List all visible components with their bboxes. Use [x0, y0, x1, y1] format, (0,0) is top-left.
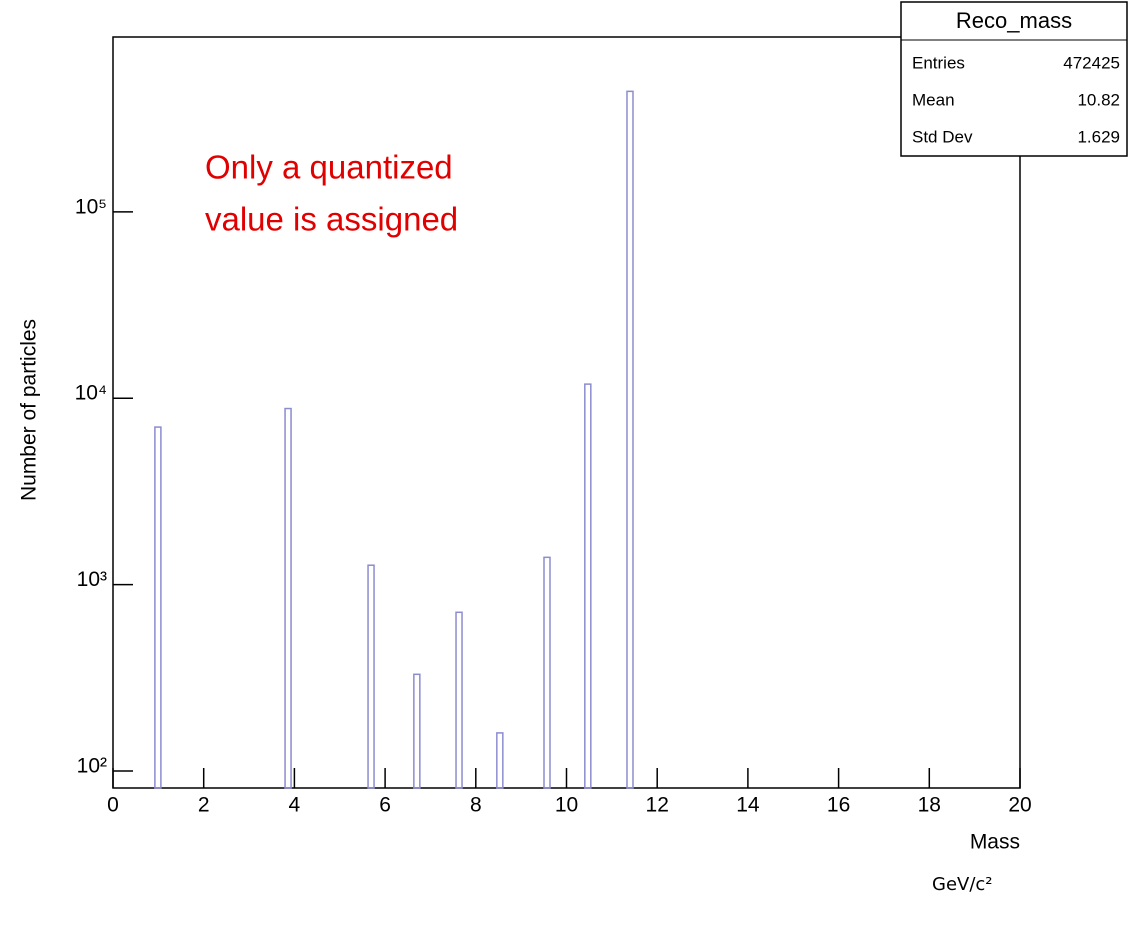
- x-unit: GeV/c²: [932, 874, 993, 895]
- stats-frame: [900, 1, 1128, 157]
- annotation: Only a quantized: [205, 149, 453, 186]
- x-tick-label: 16: [827, 794, 850, 817]
- x-tick-label: 8: [470, 794, 482, 817]
- x-tick-label: 10: [555, 794, 578, 817]
- stats-value: 10.82: [1077, 90, 1120, 109]
- bar: [284, 407, 292, 789]
- stats-box: Reco_mass Entries 472425 Mean 10.82 Std …: [900, 1, 1128, 157]
- y-tick-label: 10⁴: [75, 382, 107, 405]
- bar: [455, 611, 463, 789]
- bar: [626, 90, 634, 789]
- x-tick-label: 2: [198, 794, 210, 817]
- x-tick-label: 12: [646, 794, 669, 817]
- bar: [154, 426, 162, 789]
- stats-key: Std Dev: [912, 127, 973, 146]
- bar: [413, 673, 421, 789]
- y-tick-label: 10⁵: [75, 195, 107, 218]
- stats-title: Reco_mass: [956, 8, 1072, 33]
- x-tick-label: 0: [107, 794, 119, 817]
- x-axis-label: Mass: [970, 831, 1020, 854]
- y-tick-label: 10³: [77, 568, 107, 591]
- stats-value: 472425: [1063, 53, 1120, 72]
- x-tick-label: 20: [1008, 794, 1031, 817]
- x-tick-label: 4: [289, 794, 301, 817]
- y-tick-label: 10²: [77, 754, 107, 777]
- y-axis-label: Number of particles: [18, 319, 41, 501]
- bar: [584, 383, 592, 789]
- annotation: value is assigned: [205, 201, 458, 238]
- x-tick-label: 6: [379, 794, 391, 817]
- stats-value: 1.629: [1077, 127, 1120, 146]
- x-tick-label: 14: [736, 794, 760, 817]
- x-tick-label: 18: [918, 794, 941, 817]
- bar: [367, 564, 375, 789]
- stats-key: Mean: [912, 90, 955, 109]
- bar: [496, 732, 504, 789]
- stats-key: Entries: [912, 53, 965, 72]
- bar: [543, 556, 551, 789]
